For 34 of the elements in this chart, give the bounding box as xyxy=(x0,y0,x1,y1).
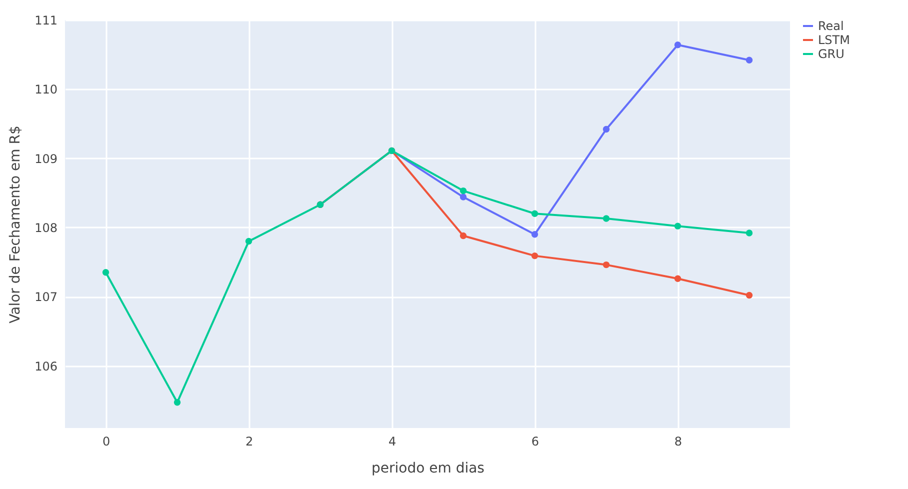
y-tick-label: 111 xyxy=(34,14,58,28)
point xyxy=(531,231,538,238)
legend-label: Real xyxy=(818,19,844,33)
legend-label: LSTM xyxy=(818,33,850,47)
point xyxy=(602,126,610,133)
point xyxy=(102,269,110,276)
point xyxy=(674,222,682,230)
point xyxy=(531,252,538,260)
x-tick-label: 0 xyxy=(102,434,110,448)
y-tick-label: 109 xyxy=(34,152,58,166)
point xyxy=(174,399,181,406)
legend-label: GRU xyxy=(818,47,844,61)
point xyxy=(460,187,467,194)
point xyxy=(460,232,467,240)
point xyxy=(674,275,682,282)
x-tick-label: 6 xyxy=(531,434,540,448)
point xyxy=(245,238,252,245)
point xyxy=(674,42,682,48)
point xyxy=(746,56,753,64)
point xyxy=(602,261,610,268)
point xyxy=(460,194,467,200)
x-tick-label: 2 xyxy=(245,434,254,448)
point xyxy=(746,292,753,299)
y-tick-label: 108 xyxy=(34,220,58,235)
point xyxy=(602,215,610,222)
x-tick-label: 8 xyxy=(674,434,682,448)
point xyxy=(746,230,753,236)
y-axis-title: Valor de Fechamento em R$ xyxy=(8,126,24,324)
x-tick-label: 4 xyxy=(388,434,396,448)
y-tick-label: 106 xyxy=(34,359,58,374)
x-axis-title: periodo em dias xyxy=(372,460,484,476)
y-tick-label: 107 xyxy=(34,290,58,304)
point xyxy=(531,210,538,217)
y-tick-label: 110 xyxy=(34,82,58,97)
